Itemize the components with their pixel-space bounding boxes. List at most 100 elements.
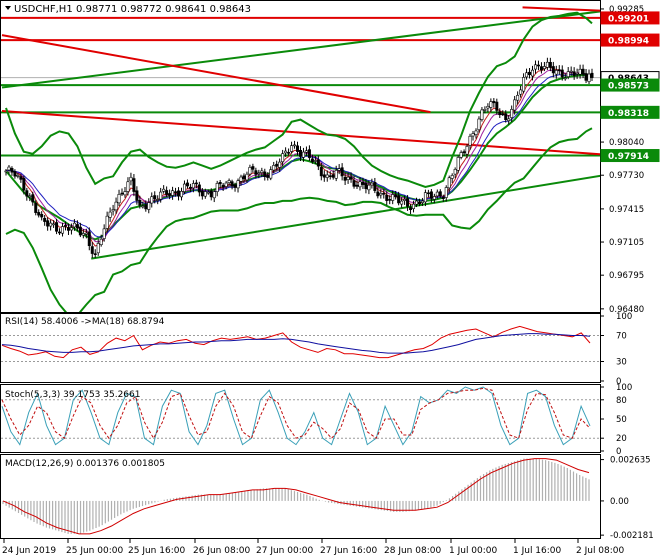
- macd-signal-line: [2, 458, 590, 535]
- candle-body: [349, 176, 353, 180]
- candle-body: [165, 190, 169, 195]
- candle-body: [141, 205, 145, 208]
- candle-body: [290, 145, 294, 152]
- candle-body: [489, 101, 493, 108]
- candle-body: [93, 253, 97, 255]
- collapse-triangle-icon[interactable]: [5, 6, 11, 10]
- candle-body: [87, 231, 91, 247]
- candle-body: [539, 66, 543, 71]
- candle-body: [313, 160, 317, 162]
- candle-body: [346, 176, 350, 180]
- price-tick-label: 0.97730: [609, 171, 644, 181]
- time-tick-label: 1 Jul 00:00: [449, 546, 498, 556]
- candle-body: [465, 146, 469, 155]
- candle-body: [117, 194, 121, 204]
- candle-body: [397, 195, 401, 204]
- price-tick-label: 0.96480: [609, 305, 644, 315]
- rsi-panel: 100 70 30 0: [1, 312, 632, 387]
- time-tick-label: 1 Jul 16:00: [513, 546, 562, 556]
- candle-body: [212, 191, 216, 199]
- candle-body: [162, 188, 166, 192]
- candle-body: [352, 180, 356, 187]
- time-tick-label: 25 Jun 16:00: [128, 546, 185, 556]
- candle-body: [171, 190, 175, 196]
- candle-body: [420, 200, 424, 203]
- price-label-box: [600, 105, 660, 119]
- candle-body: [63, 225, 67, 227]
- candle-body: [444, 187, 448, 198]
- candle-body: [325, 174, 329, 178]
- candle-body: [516, 95, 520, 101]
- candlesticks: [4, 57, 594, 259]
- price-label-text: 0.98994: [608, 37, 649, 47]
- candle-body: [417, 201, 421, 205]
- candle-body: [123, 191, 127, 196]
- candle-body: [257, 172, 261, 175]
- time-tick-label: 2 Jul 08:00: [576, 546, 625, 556]
- candle-body: [495, 101, 499, 111]
- candle-body: [22, 177, 26, 191]
- rsi-tick-label: 0: [616, 377, 621, 387]
- candle-body: [43, 218, 47, 222]
- candle-body: [441, 196, 445, 199]
- candle-body: [84, 232, 88, 235]
- candle-body: [304, 150, 308, 153]
- candle-body: [287, 152, 291, 154]
- stoch-tick-label: 20: [616, 434, 627, 444]
- macd-tick-label: 0.002635: [610, 456, 651, 466]
- rsi-panel-frame: [0, 313, 601, 383]
- candle-body: [135, 190, 139, 201]
- candle-body: [388, 199, 392, 201]
- rsi-tick-label: 100: [616, 312, 632, 322]
- candle-body: [144, 204, 148, 210]
- candle-body: [218, 182, 222, 185]
- candle-body: [236, 180, 240, 189]
- candle-body: [72, 222, 76, 228]
- candle-body: [245, 173, 249, 181]
- candle-body: [102, 228, 106, 239]
- price-label-text: 0.98318: [608, 109, 649, 119]
- candle-body: [569, 70, 573, 73]
- candle-body: [471, 133, 475, 137]
- candle-body: [486, 106, 490, 109]
- candle-body: [370, 182, 374, 186]
- trend-line-0: [1, 10, 600, 89]
- candle-body: [337, 168, 341, 171]
- candle-body: [159, 191, 163, 200]
- price-label-text: 0.99201: [608, 14, 649, 24]
- candle-body: [367, 184, 371, 191]
- candle-body: [525, 72, 529, 78]
- candle-body: [331, 174, 335, 178]
- candle-body: [528, 71, 532, 76]
- candle-body: [52, 223, 56, 226]
- candle-body: [423, 192, 427, 203]
- candle-body: [174, 191, 178, 193]
- candle-body: [227, 180, 231, 183]
- candle-body: [400, 200, 404, 205]
- candle-body: [96, 243, 100, 254]
- candle-body: [221, 184, 225, 188]
- candle-body: [551, 66, 555, 74]
- candle-body: [4, 170, 8, 173]
- candle-body: [403, 198, 407, 201]
- candle-body: [456, 157, 460, 171]
- candle-body: [138, 199, 142, 206]
- candle-body: [426, 192, 430, 195]
- rsi-title: RSI(14) 58.4006 ->MA(18) 68.8794: [5, 317, 165, 327]
- candle-body: [438, 191, 442, 197]
- candle-body: [69, 227, 73, 231]
- candle-body: [477, 118, 481, 131]
- stoch-tick-label: 0: [616, 447, 621, 457]
- candle-body: [328, 175, 332, 178]
- candle-body: [293, 144, 297, 147]
- candle-body: [560, 69, 564, 78]
- stoch-series-0: [1, 386, 591, 446]
- candle-body: [260, 170, 264, 173]
- candle-body: [450, 175, 454, 179]
- candle-body: [66, 227, 70, 231]
- candle-body: [572, 71, 576, 76]
- candle-body: [447, 177, 451, 189]
- candle-body: [578, 68, 582, 75]
- macd-tick-label: 0.00: [610, 497, 629, 507]
